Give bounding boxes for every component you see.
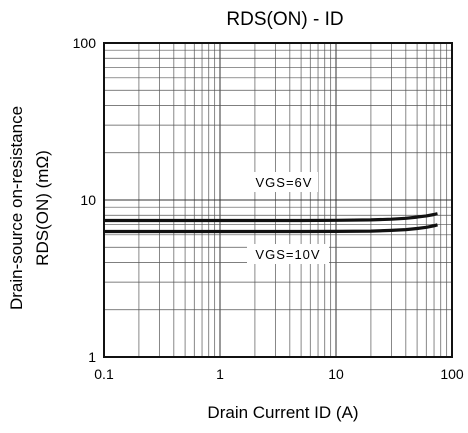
x-tick-label: 100 xyxy=(440,366,464,382)
x-tick-label: 10 xyxy=(328,366,344,382)
chart-title: RDS(ON) - ID xyxy=(226,9,343,30)
series-line-0 xyxy=(104,212,438,223)
y-axis-label-line2: RDS(ON) (mΩ) xyxy=(33,150,52,266)
series-label-6v-bg xyxy=(250,172,318,192)
series-label-10v-bg xyxy=(247,244,329,264)
series-label-vgs-6v: VGS=6V xyxy=(256,175,313,190)
plot-frame xyxy=(103,42,453,358)
x-axis-label: Drain Current ID (A) xyxy=(207,403,358,422)
series-line-1 xyxy=(104,223,438,234)
y-axis-label-line1: Drain-source on-resistance xyxy=(7,106,26,310)
series-label-vgs-10v: VGS=10V xyxy=(255,247,320,262)
x-tick-label: 0.1 xyxy=(94,366,114,382)
series-group xyxy=(104,212,438,234)
grid-lines xyxy=(104,43,452,357)
y-tick-label: 10 xyxy=(80,192,96,208)
y-tick-label: 100 xyxy=(73,35,97,51)
x-tick-label: 1 xyxy=(216,366,224,382)
y-tick-label: 1 xyxy=(88,349,96,365)
